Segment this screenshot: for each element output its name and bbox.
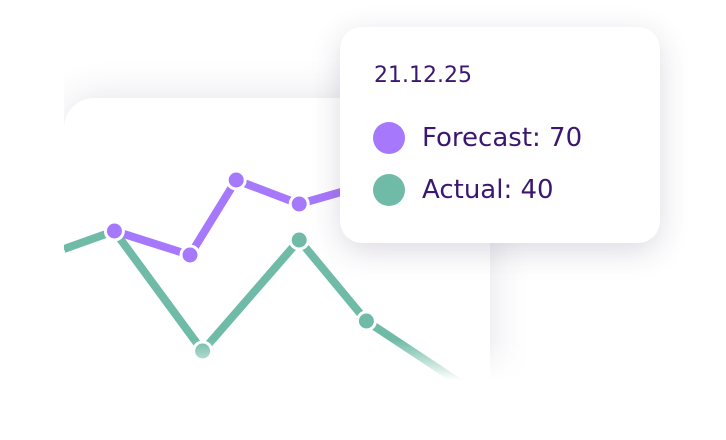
actual-dot-icon bbox=[373, 174, 405, 206]
forecast-dot-icon bbox=[373, 122, 405, 154]
forecast-point[interactable] bbox=[225, 169, 247, 191]
forecast-point[interactable] bbox=[288, 193, 310, 215]
tooltip-item-actual: Actual: 40 bbox=[373, 174, 554, 206]
chart-tooltip: 21.12.25 Forecast: 70 Actual: 40 bbox=[340, 27, 660, 243]
forecast-point[interactable] bbox=[103, 220, 125, 242]
tooltip-date: 21.12.25 bbox=[374, 63, 472, 88]
tooltip-actual-label: Actual: 40 bbox=[422, 175, 554, 205]
tooltip-item-forecast: Forecast: 70 bbox=[373, 122, 582, 154]
bottom-fade bbox=[0, 340, 726, 440]
tooltip-forecast-label: Forecast: 70 bbox=[422, 123, 583, 153]
forecast-point[interactable] bbox=[179, 244, 201, 266]
actual-point[interactable] bbox=[355, 310, 377, 332]
actual-point[interactable] bbox=[288, 229, 310, 251]
